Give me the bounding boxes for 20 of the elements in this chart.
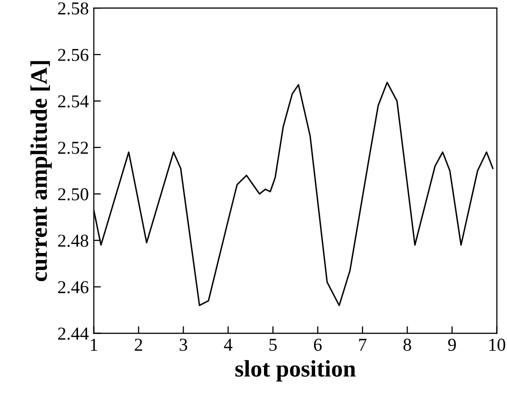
y-tick-label: 2.48 bbox=[58, 234, 88, 247]
y-tick-label: 2.44 bbox=[58, 328, 89, 340]
y-axis-title: current amplitude [A] bbox=[30, 61, 52, 282]
x-tick-label: 6 bbox=[314, 338, 322, 351]
x-tick-label: 2 bbox=[134, 338, 142, 351]
x-tick-label: 10 bbox=[489, 338, 506, 351]
x-tick-label: 1 bbox=[90, 338, 98, 351]
y-tick-label: 2.46 bbox=[58, 281, 88, 294]
y-tick-label: 2.58 bbox=[58, 2, 88, 15]
x-tick-label: 7 bbox=[359, 338, 366, 351]
y-tick-label: 2.50 bbox=[58, 188, 88, 200]
x-tick-label: 8 bbox=[403, 338, 412, 351]
y-tick-label: 2.52 bbox=[58, 142, 88, 154]
x-tick-label: 4 bbox=[224, 338, 232, 351]
x-tick-label: 9 bbox=[448, 338, 456, 351]
x-tick-label: 5 bbox=[269, 338, 277, 351]
y-tick-label: 2.56 bbox=[58, 48, 88, 62]
x-tick-label: 3 bbox=[180, 338, 188, 351]
x-axis-title: slot position bbox=[235, 360, 356, 382]
y-tick-label: 2.54 bbox=[58, 95, 89, 108]
